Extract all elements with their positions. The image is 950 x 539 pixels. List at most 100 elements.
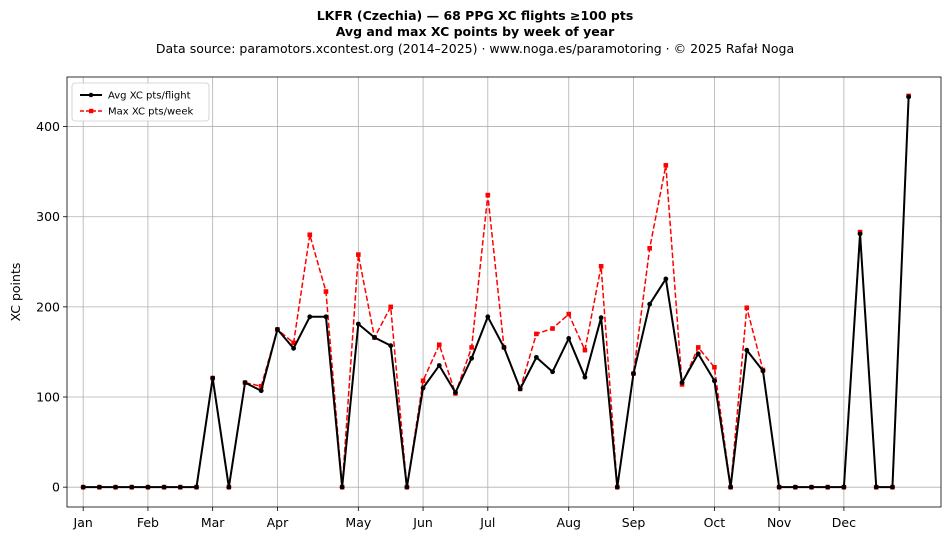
data-point-max — [469, 345, 474, 350]
data-point-avg — [291, 345, 296, 351]
data-point-avg — [210, 375, 216, 381]
data-point-avg — [372, 335, 377, 340]
data-point-max — [598, 264, 604, 269]
data-point-avg — [712, 378, 717, 384]
data-point-max — [534, 331, 539, 337]
data-point-avg — [614, 484, 620, 490]
x-tick-label-sep: Sep — [622, 515, 646, 530]
x-tick-label-jun: Jun — [412, 515, 433, 530]
data-point-avg — [80, 484, 86, 490]
chart-subtitle: Data source: paramotors.xcontest.org (20… — [155, 41, 795, 56]
data-point-avg — [776, 484, 782, 490]
axes: 0 100 200 300 400 Jan Feb Mar Apr May Jun Jul Aug Sep… — [36, 119, 856, 530]
x-tick-label-may: May — [345, 515, 371, 530]
data-point-avg — [533, 354, 539, 360]
legend-label-avg: Avg XC pts/flight — [108, 91, 191, 102]
data-point-max — [550, 326, 555, 331]
data-point-max — [388, 304, 394, 310]
data-point-max — [356, 252, 361, 257]
data-point-avg — [469, 355, 475, 361]
y-tick-label: 200 — [36, 299, 60, 314]
data-point-max — [436, 342, 442, 348]
x-tick-label-jan: Jan — [73, 515, 93, 530]
data-point-max — [485, 192, 491, 198]
data-point-avg — [436, 363, 442, 368]
data-point-avg — [129, 484, 135, 490]
data-point-avg — [113, 484, 118, 490]
data-point-max — [663, 163, 669, 168]
x-tick-label-oct: Oct — [704, 515, 726, 530]
chart-title: LKFR (Czechia) — 68 PPG XC flights ≥100 … — [316, 8, 634, 23]
data-point-avg — [275, 327, 280, 332]
data-point-avg — [453, 390, 458, 395]
x-tick-label-nov: Nov — [767, 515, 792, 530]
legend-label-max: Max XC pts/week — [108, 107, 193, 118]
y-tick-label: 400 — [36, 119, 60, 134]
series-layer — [80, 93, 912, 490]
data-point-avg — [647, 301, 653, 307]
data-point-avg — [906, 94, 912, 100]
data-point-max — [258, 383, 264, 389]
legend-marker-max — [89, 108, 94, 114]
data-point-avg — [242, 380, 248, 385]
data-point-avg — [355, 321, 361, 327]
plot-frame — [66, 76, 942, 508]
data-point-avg — [582, 374, 588, 380]
y-tick-label: 0 — [52, 480, 60, 495]
series-line-avg — [83, 96, 910, 489]
data-point-avg — [728, 484, 733, 490]
x-tick-label-feb: Feb — [137, 515, 159, 530]
data-point-avg — [388, 343, 394, 349]
data-point-avg — [96, 484, 102, 490]
data-point-avg — [177, 484, 183, 490]
y-axis-label: XC points — [8, 263, 23, 322]
y-tick-label: 300 — [36, 209, 60, 224]
data-point-max — [566, 311, 572, 317]
data-point-avg — [501, 345, 507, 350]
data-point-avg — [857, 231, 863, 237]
data-point-avg — [631, 371, 636, 376]
data-point-avg — [420, 385, 426, 391]
data-point-max — [323, 289, 329, 294]
data-point-avg — [226, 484, 232, 490]
x-tick-label-mar: Mar — [201, 515, 225, 530]
data-point-max — [582, 347, 588, 353]
data-point-max — [712, 364, 717, 370]
y-tick-label: 100 — [36, 390, 60, 405]
x-tick-label-dec: Dec — [832, 515, 856, 530]
data-point-avg — [194, 484, 199, 490]
data-point-avg — [873, 484, 879, 490]
data-point-avg — [598, 315, 604, 321]
data-point-avg — [809, 484, 814, 490]
data-point-avg — [404, 484, 410, 490]
chart-title-block: LKFR (Czechia) — 68 PPG XC flights ≥100 … — [0, 8, 950, 58]
data-point-max — [291, 340, 296, 346]
data-point-avg — [485, 314, 491, 320]
data-point-avg — [841, 484, 847, 490]
data-point-avg — [679, 380, 685, 385]
data-point-avg — [825, 484, 831, 490]
data-point-max — [647, 245, 652, 251]
data-point-avg — [339, 484, 345, 490]
data-point-max — [307, 232, 313, 238]
legend-marker-avg — [88, 92, 94, 98]
data-point-avg — [323, 314, 329, 320]
data-point-max — [744, 305, 750, 311]
data-point-avg — [161, 484, 167, 490]
data-point-avg — [145, 484, 151, 490]
data-point-max — [420, 378, 426, 384]
data-point-avg — [792, 484, 798, 490]
data-point-avg — [890, 484, 895, 490]
data-point-avg — [566, 336, 572, 341]
series-line-max — [83, 95, 910, 488]
chart-title-2: Avg and max XC points by week of year — [335, 24, 615, 39]
data-point-max — [695, 345, 701, 350]
data-point-avg — [258, 388, 264, 394]
legend: Avg XC pts/flight Max XC pts/week — [71, 82, 210, 122]
x-tick-label-aug: Aug — [557, 515, 581, 530]
series-avg — [80, 94, 912, 490]
data-point-avg — [307, 314, 313, 320]
legend-box — [71, 82, 210, 122]
data-point-avg — [550, 369, 555, 375]
